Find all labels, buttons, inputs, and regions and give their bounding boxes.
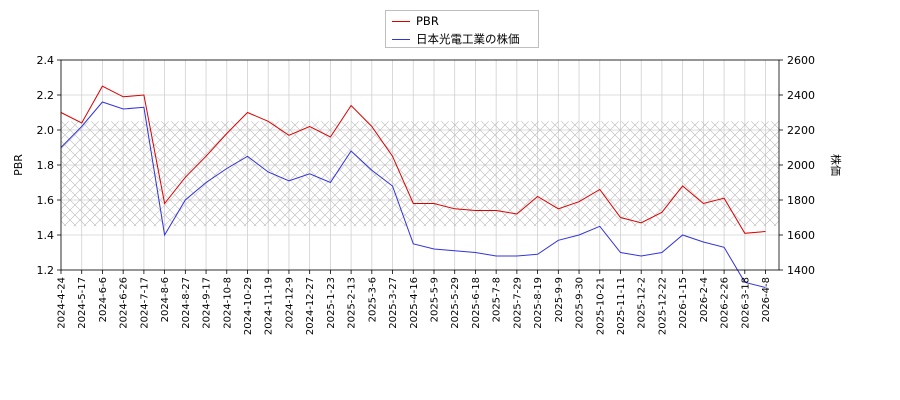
right-tick-label: 1400 xyxy=(787,264,815,277)
hatched-band xyxy=(61,121,779,227)
price-line xyxy=(60,101,766,288)
x-tick-label: 2025-5-29 xyxy=(450,277,461,329)
x-tick-label: 2025-4-16 xyxy=(409,277,420,329)
left-axis-label: PBR xyxy=(12,154,25,176)
legend: PBR 日本光電工業の株価 xyxy=(385,10,539,48)
x-tick-label: 2025-3-27 xyxy=(388,277,399,329)
legend-label-price: 日本光電工業の株価 xyxy=(416,32,520,46)
legend-item-pbr: PBR xyxy=(392,13,439,29)
left-tick-label: 1.6 xyxy=(37,194,55,207)
x-tick-label: 2024-8-27 xyxy=(181,277,192,329)
x-tick-label: 2025-9-9 xyxy=(554,277,565,322)
x-tick-label: 2025-7-29 xyxy=(512,277,523,329)
left-tick-label: 2.4 xyxy=(37,54,55,67)
right-tick-label: 2600 xyxy=(787,54,815,67)
x-tick-label: 2026-1-15 xyxy=(678,277,689,329)
x-tick-label: 2026-2-26 xyxy=(720,277,731,329)
x-tick-label: 2025-11-11 xyxy=(616,277,627,335)
x-tick-label: 2024-10-8 xyxy=(222,277,233,329)
x-tick-label: 2024-10-29 xyxy=(243,277,254,335)
legend-label-pbr: PBR xyxy=(416,14,439,28)
right-tick-label: 2200 xyxy=(787,124,815,137)
right-tick-label: 2000 xyxy=(787,159,815,172)
left-tick-label: 2.2 xyxy=(37,89,55,102)
x-tick-label: 2024-12-27 xyxy=(305,277,316,335)
right-tick-label: 1600 xyxy=(787,229,815,242)
x-tick-label: 2025-7-8 xyxy=(492,277,503,322)
x-tick-label: 2025-1-23 xyxy=(326,277,337,329)
x-tick-label: 2025-12-22 xyxy=(657,277,668,335)
x-tick-label: 2024-7-17 xyxy=(139,277,150,329)
left-tick-label: 1.4 xyxy=(37,229,55,242)
x-tick-label: 2025-10-21 xyxy=(595,277,606,335)
x-tick-label: 2025-8-19 xyxy=(533,277,544,329)
x-tick-label: 2024-12-9 xyxy=(284,277,295,329)
x-tick-label: 2025-2-13 xyxy=(347,277,358,329)
x-tick-label: 2024-9-17 xyxy=(202,277,213,329)
x-tick-label: 2024-4-24 xyxy=(57,277,68,329)
left-tick-label: 1.8 xyxy=(37,159,55,172)
legend-item-price: 日本光電工業の株価 xyxy=(392,31,520,47)
x-tick-label: 2025-6-18 xyxy=(471,277,482,329)
left-tick-label: 1.2 xyxy=(37,264,55,277)
legend-swatch-price xyxy=(392,38,410,40)
x-tick-label: 2026-3-18 xyxy=(740,277,751,329)
x-tick-label: 2024-5-17 xyxy=(77,277,88,329)
x-tick-label: 2026-4-8 xyxy=(761,277,772,322)
x-tick-label: 2025-9-30 xyxy=(575,277,586,329)
left-tick-label: 2.0 xyxy=(37,124,55,137)
x-tick-label: 2025-5-9 xyxy=(429,277,440,322)
x-tick-label: 2026-2-4 xyxy=(699,277,710,322)
pbr-line xyxy=(60,85,766,234)
legend-swatch-pbr xyxy=(392,20,410,22)
x-tick-label: 2024-6-26 xyxy=(119,277,130,329)
series-lines xyxy=(60,85,766,288)
right-tick-label: 2400 xyxy=(787,89,815,102)
right-tick-label: 1800 xyxy=(787,194,815,207)
x-tick-label: 2024-8-6 xyxy=(160,277,171,322)
x-tick-label: 2024-6-6 xyxy=(98,277,109,322)
axes: 1.2 1.4 1.6 1.8 2.0 2.2 2.4 1400 1600 1800 2000 220… xyxy=(37,54,816,335)
x-tick-label: 2024-11-19 xyxy=(264,277,275,335)
x-tick-label: 2025-12-2 xyxy=(637,277,648,329)
hatched-range xyxy=(61,121,779,227)
right-axis-label: 株価 xyxy=(829,154,843,176)
x-tick-label: 2025-3-6 xyxy=(367,277,378,322)
